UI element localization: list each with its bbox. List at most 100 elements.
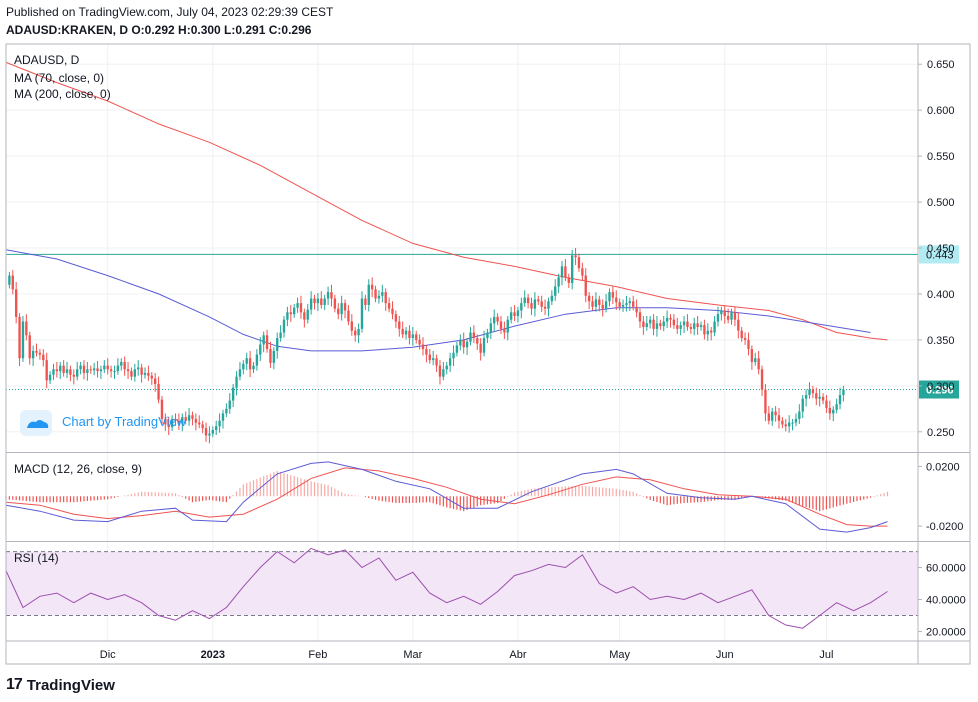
candle-body <box>255 354 259 366</box>
candle-body <box>160 399 164 419</box>
candle-body <box>126 369 130 372</box>
candle-body <box>621 304 625 307</box>
price-tick-label: 0.650 <box>927 59 955 71</box>
candle-body <box>391 308 394 315</box>
candle-body <box>747 339 750 350</box>
time-tick-label: Feb <box>308 649 327 661</box>
candle-body <box>665 317 669 322</box>
candle-body <box>86 369 89 373</box>
candle-body <box>835 404 838 410</box>
candle-body <box>296 303 299 308</box>
tradingview-logo[interactable]: 17 TradingView <box>6 676 115 694</box>
candle-body <box>730 312 733 320</box>
candle-body <box>265 335 269 350</box>
candle-body <box>686 321 689 328</box>
level-price-tag <box>919 245 959 264</box>
axes: 0.650 0.600 0.550 0.500 0.450 0.400 0.350 0.300… <box>5 43 971 665</box>
candle-body <box>706 330 709 335</box>
candle-body <box>828 407 832 414</box>
candle-body <box>133 369 137 377</box>
candle-body <box>201 424 204 429</box>
candle-body <box>231 387 235 401</box>
candle-body <box>350 321 354 331</box>
candle-body <box>794 418 798 423</box>
candle-body <box>340 303 343 315</box>
candle-body <box>384 292 387 304</box>
candle-body <box>259 344 262 355</box>
candle-body <box>581 268 584 276</box>
macd-pane-title: MACD (12, 26, close, 9) <box>14 462 142 476</box>
candle-body <box>69 369 72 375</box>
candle-body <box>59 365 62 372</box>
candle-body <box>89 369 92 371</box>
price-tick-label: 0.300 <box>927 381 955 393</box>
candle-body <box>306 309 309 320</box>
macd-line <box>5 461 888 533</box>
rsi-tick-label: 20.0000 <box>926 626 966 638</box>
candle-body <box>530 303 533 309</box>
candle-body <box>608 292 611 302</box>
candle-body <box>92 368 96 371</box>
candle-body <box>693 323 696 329</box>
candle-body <box>503 328 506 333</box>
chart-by-tradingview-watermark: Chart by TradingView <box>20 410 187 436</box>
candle-body <box>726 316 730 320</box>
candle-body <box>28 335 31 359</box>
candle-body <box>713 321 716 333</box>
candle-body <box>435 358 438 366</box>
candle-body <box>320 298 323 305</box>
candle-body <box>208 433 211 436</box>
candle-body <box>462 339 465 348</box>
candle-body <box>587 295 591 302</box>
candle-body <box>8 275 11 285</box>
candle-body <box>31 350 35 359</box>
candle-body <box>638 312 642 322</box>
candle-body <box>489 323 493 333</box>
candle-body <box>591 301 594 307</box>
candle-body <box>757 358 760 370</box>
candle-body <box>455 345 459 353</box>
candle-body <box>333 298 337 309</box>
macd-tick-label: 0.0200 <box>926 461 960 473</box>
candle-body <box>791 422 794 424</box>
candle-body <box>326 292 330 299</box>
price-pane-title: ADAUSD, D <box>14 53 80 67</box>
candle-body <box>547 301 550 309</box>
candle-body <box>557 277 560 287</box>
candle-body <box>754 358 757 362</box>
candle-body <box>72 374 75 377</box>
candle-body <box>377 295 381 299</box>
candle-body <box>486 332 489 339</box>
candle-body <box>215 426 218 430</box>
level-price-label: 0.443 <box>926 249 954 261</box>
candle-body <box>357 328 360 336</box>
candle-body <box>740 330 743 339</box>
rsi-tick-label: 40.0000 <box>926 594 966 606</box>
candle-body <box>611 292 615 298</box>
tradingview-logo-icon: 17 <box>6 676 23 693</box>
candle-body <box>760 369 764 390</box>
published-caption: Published on TradingView.com, July 04, 2… <box>6 5 334 19</box>
candle-body <box>526 297 530 304</box>
candle-body <box>787 422 791 427</box>
rsi-pane-title: RSI (14) <box>14 551 59 565</box>
candle-body <box>723 310 726 316</box>
candle-body <box>425 349 428 355</box>
candle-body <box>106 365 109 370</box>
last-price-label: 0.296 <box>926 385 954 397</box>
candle-body <box>65 369 69 373</box>
candle-body <box>777 415 781 421</box>
candle-body <box>577 257 581 269</box>
candle-body <box>150 375 153 379</box>
candle-body <box>750 349 754 362</box>
candle-body <box>811 389 815 394</box>
candle-body <box>689 327 693 329</box>
ma70-line <box>5 61 888 341</box>
candle-body <box>801 398 804 412</box>
candle-body <box>628 301 632 304</box>
candle-body <box>238 369 242 377</box>
candle-body <box>842 389 845 396</box>
candle-body <box>560 266 564 278</box>
candle-body <box>720 310 723 315</box>
